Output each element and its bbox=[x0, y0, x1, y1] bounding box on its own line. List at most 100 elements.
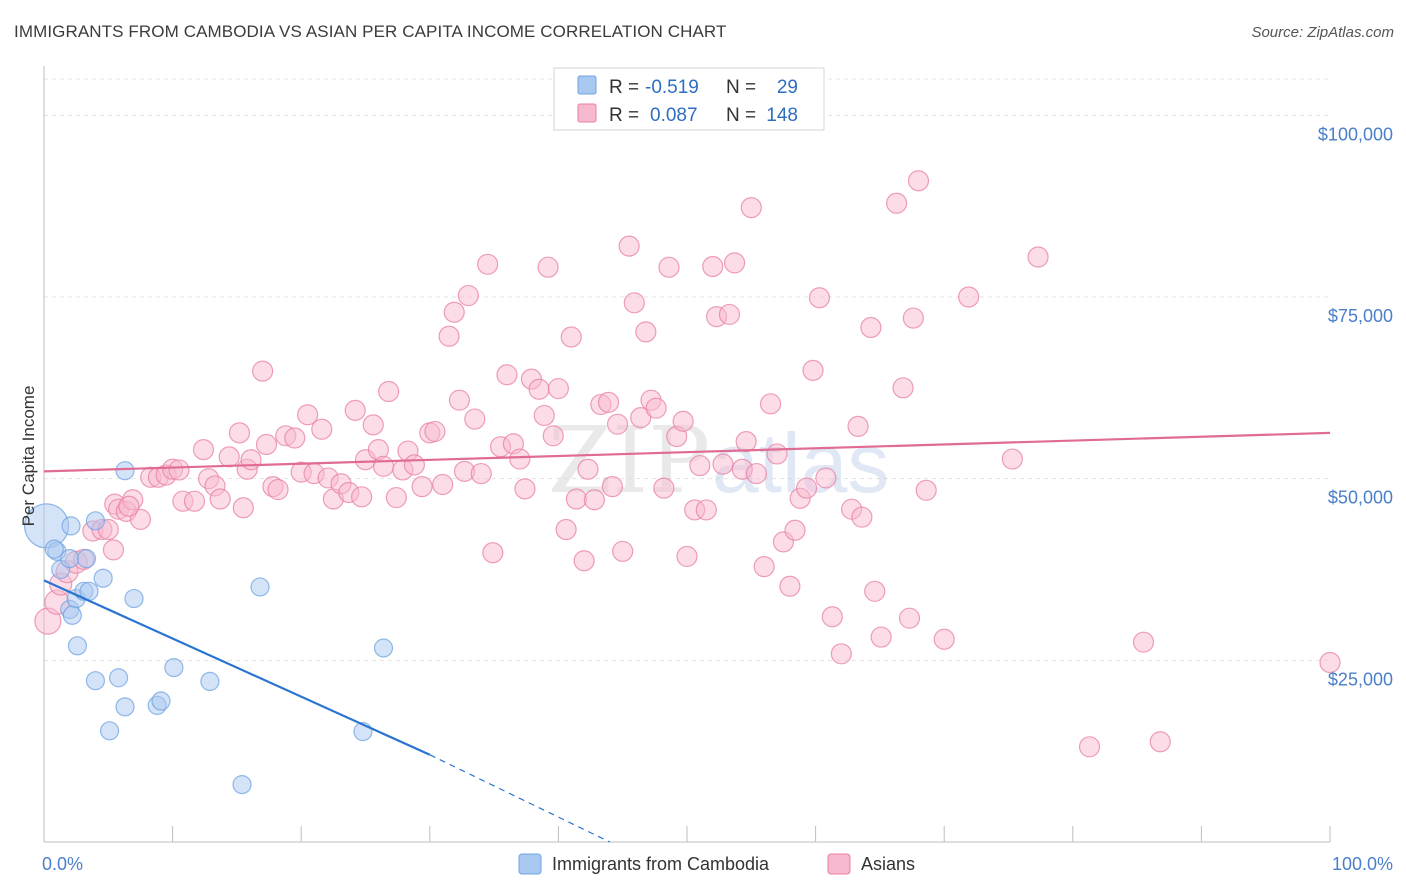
asians-point-60 bbox=[448, 389, 470, 411]
asians-point-90 bbox=[623, 292, 645, 314]
asians-point-24 bbox=[209, 488, 231, 510]
asians-point-78 bbox=[555, 518, 577, 541]
asians-point-75 bbox=[537, 256, 559, 278]
cambodia-points bbox=[23, 461, 394, 795]
asians-point-134 bbox=[902, 307, 924, 329]
bottom-swatch-asians bbox=[827, 853, 851, 875]
legend-swatch-asians bbox=[577, 103, 597, 123]
asians-point-21 bbox=[192, 439, 215, 461]
asians-point-140 bbox=[1027, 246, 1049, 268]
series-legend: Immigrants from Cambodia Asians bbox=[518, 853, 915, 875]
gridlines bbox=[44, 78, 1330, 661]
asians-point-113 bbox=[759, 393, 782, 415]
asians-point-77 bbox=[547, 377, 570, 400]
asians-point-26 bbox=[228, 422, 251, 444]
cambodia-point-14 bbox=[93, 568, 113, 588]
asians-point-71 bbox=[514, 478, 536, 500]
asians-point-57 bbox=[432, 473, 454, 496]
asians-point-138 bbox=[958, 286, 980, 308]
cambodia-point-8 bbox=[67, 636, 88, 656]
asians-point-102 bbox=[695, 499, 717, 521]
asians-point-32 bbox=[267, 478, 289, 501]
bottom-legend-asians: Asians bbox=[861, 854, 915, 874]
asians-point-63 bbox=[464, 408, 486, 430]
cambodia-trend-line bbox=[43, 579, 431, 756]
cambodia-point-13 bbox=[85, 511, 106, 531]
bottom-legend-cambodia: Immigrants from Cambodia bbox=[552, 854, 770, 874]
asians-point-65 bbox=[477, 253, 499, 275]
asians-point-92 bbox=[635, 321, 657, 343]
asians-point-91 bbox=[630, 407, 652, 429]
tick-labels: $25,000 $50,000 $75,000 $100,000 0.0% 100.0% bbox=[42, 124, 1393, 874]
asians-point-44 bbox=[351, 486, 373, 508]
asians-point-126 bbox=[847, 415, 869, 437]
asians-point-82 bbox=[577, 458, 599, 480]
bottom-swatch-cambodia bbox=[518, 853, 542, 875]
asians-point-80 bbox=[565, 488, 588, 510]
asians-point-98 bbox=[672, 410, 694, 432]
asians-point-132 bbox=[892, 377, 914, 399]
legend-r-label-2: R = bbox=[609, 105, 639, 126]
legend-r-value-1: -0.519 bbox=[645, 77, 699, 98]
asians-point-110 bbox=[740, 197, 762, 219]
asians-point-86 bbox=[601, 476, 624, 498]
asians-point-129 bbox=[864, 580, 886, 602]
asians-point-20 bbox=[183, 490, 206, 512]
asians-point-89 bbox=[618, 235, 640, 257]
asians-point-141 bbox=[1078, 736, 1101, 758]
cambodia-point-24 bbox=[232, 774, 252, 795]
asians-point-88 bbox=[612, 540, 634, 562]
cambodia-point-19 bbox=[124, 588, 144, 609]
asians-point-54 bbox=[411, 476, 433, 498]
asians-point-73 bbox=[528, 378, 550, 400]
asians-point-119 bbox=[795, 477, 818, 499]
asians-point-95 bbox=[653, 477, 675, 499]
asians-point-59 bbox=[443, 301, 465, 323]
y-tick-label-3: $100,000 bbox=[1318, 124, 1393, 144]
cambodia-point-23 bbox=[200, 671, 220, 692]
cambodia-point-25 bbox=[250, 577, 270, 597]
cambodia-point-16 bbox=[108, 668, 129, 688]
asians-point-135 bbox=[907, 170, 930, 192]
cambodia-point-5 bbox=[61, 516, 81, 536]
asians-point-30 bbox=[255, 433, 278, 456]
asians-point-106 bbox=[718, 303, 741, 326]
asians-point-136 bbox=[915, 479, 937, 501]
asians-point-76 bbox=[542, 425, 564, 447]
asians-point-49 bbox=[378, 380, 400, 403]
cambodia-trend-extension bbox=[429, 754, 611, 843]
cambodia-point-28 bbox=[44, 539, 64, 559]
asians-point-87 bbox=[606, 413, 629, 435]
legend-n-label-2: N = bbox=[726, 105, 756, 126]
asians-point-105 bbox=[712, 453, 734, 475]
asians-point-139 bbox=[1001, 448, 1023, 470]
asians-point-83 bbox=[583, 489, 606, 511]
asians-point-62 bbox=[457, 284, 479, 307]
legend-n-label-1: N = bbox=[726, 77, 756, 98]
y-tick-label-2: $75,000 bbox=[1328, 306, 1393, 326]
asians-point-79 bbox=[560, 326, 582, 348]
asians-point-74 bbox=[533, 404, 555, 427]
asians-point-127 bbox=[851, 506, 873, 528]
asians-point-48 bbox=[372, 455, 395, 477]
asians-point-142 bbox=[1132, 631, 1155, 653]
legend-n-value-2: 148 bbox=[766, 105, 798, 126]
y-tick-label-1: $50,000 bbox=[1328, 488, 1393, 508]
asians-point-111 bbox=[745, 462, 768, 485]
asians-point-66 bbox=[482, 542, 504, 564]
asians-point-109 bbox=[735, 431, 757, 453]
trend-lines bbox=[43, 431, 1331, 843]
asians-point-146 bbox=[118, 495, 140, 517]
asians-point-64 bbox=[470, 462, 492, 485]
cambodia-point-27 bbox=[373, 638, 394, 658]
asians-point-147 bbox=[232, 497, 254, 519]
cambodia-point-18 bbox=[115, 461, 135, 481]
legend-n-value-1: 29 bbox=[777, 77, 798, 98]
asians-point-116 bbox=[779, 575, 801, 597]
cambodia-point-21 bbox=[151, 691, 171, 711]
asians-point-34 bbox=[284, 427, 306, 449]
y-tick-label-0: $25,000 bbox=[1328, 669, 1393, 689]
asians-point-68 bbox=[496, 364, 518, 386]
asians-point-85 bbox=[597, 391, 620, 413]
